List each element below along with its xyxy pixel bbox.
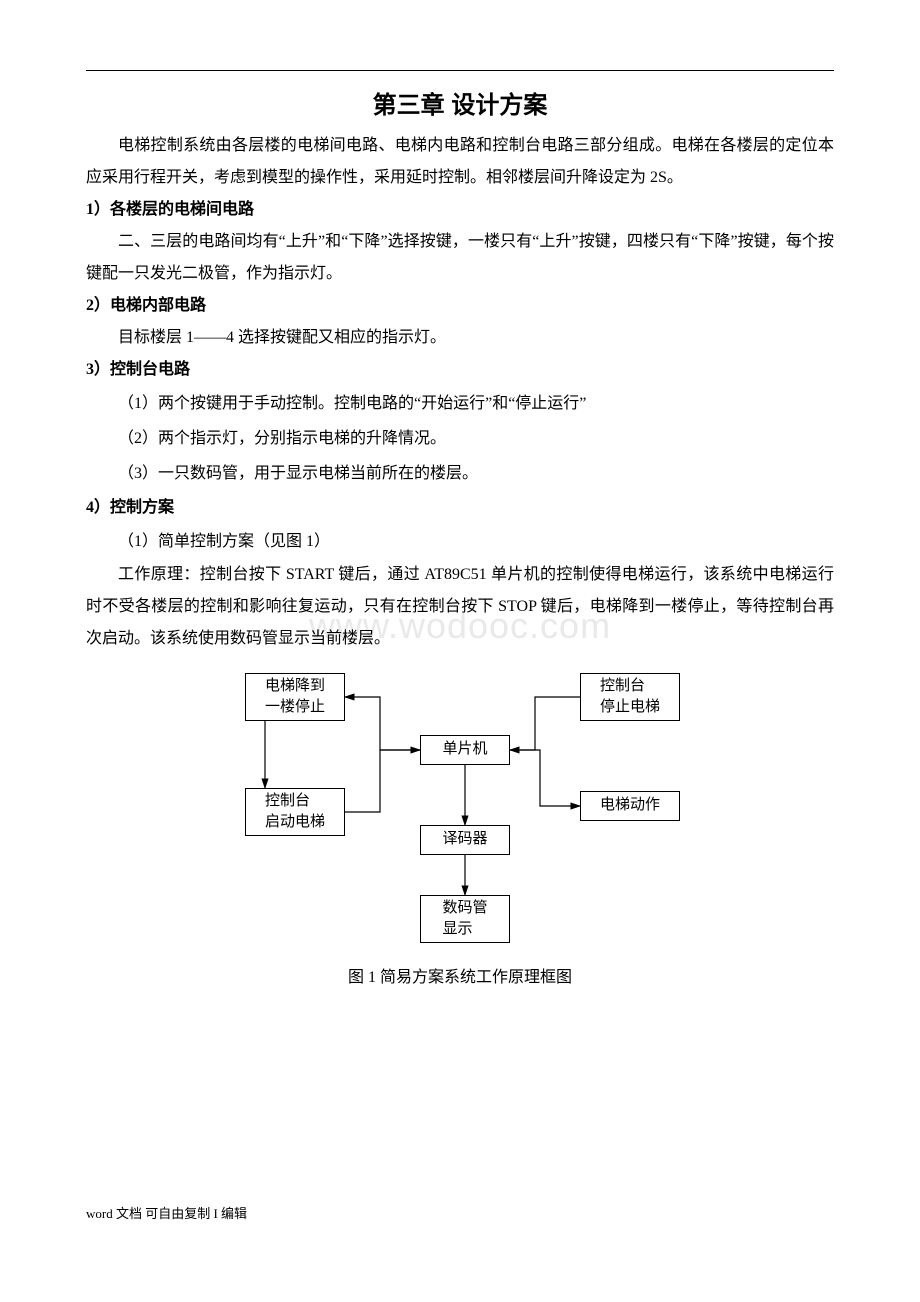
intro-paragraph: 电梯控制系统由各层楼的电梯间电路、电梯内电路和控制台电路三部分组成。电梯在各楼层… — [86, 130, 834, 194]
section-1-body: 二、三层的电路间均有“上升”和“下降”选择按键，一楼只有“上升”按键，四楼只有“… — [86, 226, 834, 290]
section-2-heading: 2）电梯内部电路 — [86, 290, 834, 322]
section-3-item-2: （2）两个指示灯，分别指示电梯的升降情况。 — [86, 421, 834, 456]
section-1-heading: 1）各楼层的电梯间电路 — [86, 194, 834, 226]
page-content: 第三章 设计方案 电梯控制系统由各层楼的电梯间电路、电梯内电路和控制台电路三部分… — [0, 0, 920, 987]
section-3-heading: 3）控制台电路 — [86, 354, 834, 386]
figure-1-flowchart: 单片机 控制台停止电梯 电梯降到一楼停止控制台启动电梯 电梯动作译码器数码管显示 — [180, 673, 740, 953]
flowchart-edge-start-mcu — [345, 750, 420, 812]
flowchart-node-decoder: 译码器 — [420, 825, 510, 855]
section-4-item-1: （1）简单控制方案（见图 1） — [86, 524, 834, 559]
flowchart-edge-mcu-fall — [345, 697, 420, 750]
flowchart-node-mcu: 单片机 — [420, 735, 510, 765]
flowchart-node-display: 数码管显示 — [420, 895, 510, 943]
flowchart-edge-mcu-action — [510, 750, 580, 806]
chapter-title: 第三章 设计方案 — [86, 85, 834, 120]
section-2-body: 目标楼层 1——4 选择按键配又相应的指示灯。 — [86, 322, 834, 354]
section-4-body: 工作原理：控制台按下 START 键后，通过 AT89C51 单片机的控制使得电… — [86, 559, 834, 655]
section-3-item-1: （1）两个按键用于手动控制。控制电路的“开始运行”和“停止运行” — [86, 386, 834, 421]
section-4-heading: 4）控制方案 — [86, 492, 834, 524]
section-3-item-3: （3）一只数码管，用于显示电梯当前所在的楼层。 — [86, 456, 834, 491]
flowchart-node-start: 控制台启动电梯 — [245, 788, 345, 836]
page-footer: word 文档 可自由复制 I 编辑 — [86, 1203, 247, 1222]
figure-1-wrap: 单片机 控制台停止电梯 电梯降到一楼停止控制台启动电梯 电梯动作译码器数码管显示 图 … — [86, 673, 834, 987]
flowchart-edge-stop-mcu — [510, 697, 580, 750]
flowchart-node-fall: 电梯降到一楼停止 — [245, 673, 345, 721]
flowchart-node-action: 电梯动作 — [580, 791, 680, 821]
flowchart-node-stop: 控制台停止电梯 — [580, 673, 680, 721]
figure-1-caption: 图 1 简易方案系统工作原理框图 — [86, 963, 834, 987]
top-rule — [86, 70, 834, 71]
